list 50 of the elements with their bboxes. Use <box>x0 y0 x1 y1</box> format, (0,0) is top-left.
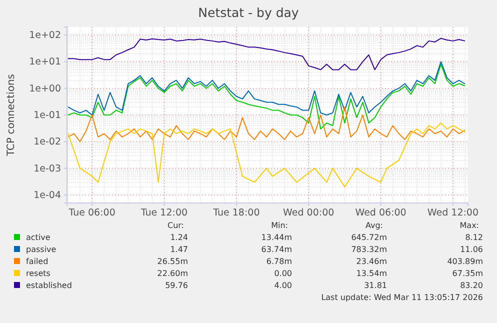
y-tick-label: 1e-03 <box>34 163 61 174</box>
line-series <box>68 61 466 116</box>
x-tick-label: Wed 12:00 <box>427 208 479 219</box>
y-axis-title: TCP connections <box>6 74 17 158</box>
text: 31.81 <box>364 281 387 290</box>
text: 13.54m <box>356 269 388 278</box>
text: 23.46m <box>356 257 388 266</box>
legend-label: passive <box>26 245 56 254</box>
text: 4.00 <box>274 281 292 290</box>
text: 6.78m <box>266 257 292 266</box>
text: Min: <box>271 221 288 230</box>
y-tick-label: 1e+01 <box>29 56 61 68</box>
text: Cur: <box>168 221 184 230</box>
legend-label: established <box>26 281 72 290</box>
text: Last update: Wed Mar 11 13:05:17 2026 <box>321 293 483 302</box>
x-tick-label: Tue 12:00 <box>140 208 188 219</box>
text: 22.60m <box>157 269 188 278</box>
legend-label: active <box>26 233 50 242</box>
x-tick-label: Tue 18:00 <box>212 208 260 219</box>
line-series <box>68 122 466 188</box>
text: 59.76 <box>165 281 188 290</box>
legend-label: failed <box>26 257 48 266</box>
x-tick-label: Wed 00:00 <box>283 208 334 219</box>
y-tick-label: 1e+02 <box>29 30 61 42</box>
text: 13.44m <box>261 233 292 242</box>
chart-title: Netstat - by day <box>198 5 300 20</box>
text: 67.35m <box>452 269 484 278</box>
line-series <box>68 64 466 130</box>
line-series <box>68 106 466 142</box>
text: 26.55m <box>157 257 188 266</box>
text: 63.74m <box>261 245 292 254</box>
text: 1.47 <box>170 245 188 254</box>
text: Avg: <box>365 221 383 230</box>
x-tick-label: Tue 06:00 <box>68 208 116 219</box>
text: 645.72m <box>351 233 388 242</box>
y-tick-label: 1e-01 <box>34 110 61 122</box>
x-tick-label: Wed 06:00 <box>355 208 406 219</box>
text: 11.06 <box>460 245 483 254</box>
text: Max: <box>460 221 479 230</box>
text: 83.20 <box>460 281 483 290</box>
y-tick-label: 1e+00 <box>29 83 61 94</box>
legend-label: resets <box>26 269 50 278</box>
text: 783.32m <box>351 245 388 254</box>
text: 1.24 <box>170 233 188 242</box>
text: 403.89m <box>447 257 484 266</box>
y-tick-label: 1e-04 <box>34 190 61 202</box>
line-series <box>68 38 466 70</box>
text: 8.12 <box>465 233 483 242</box>
text: 0.00 <box>274 269 292 278</box>
y-tick-label: 1e-02 <box>34 136 61 148</box>
